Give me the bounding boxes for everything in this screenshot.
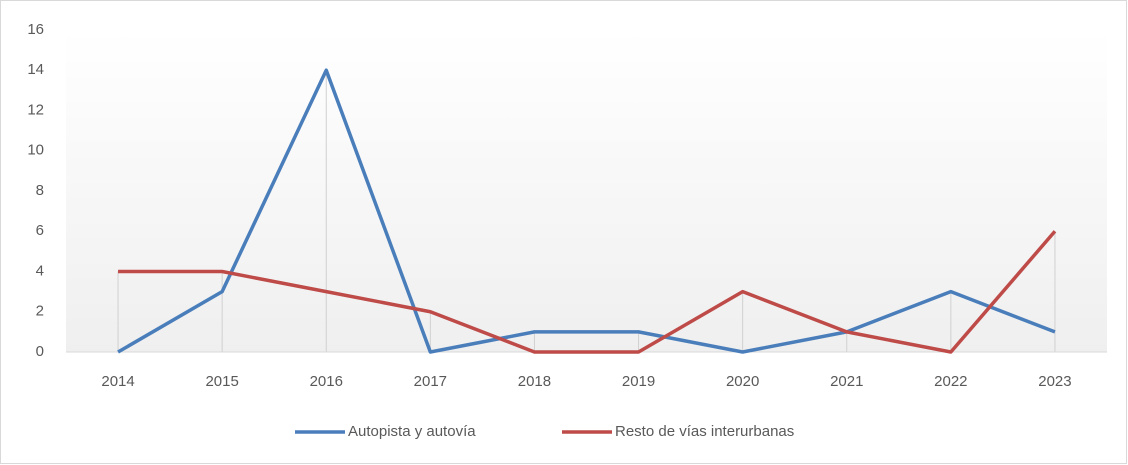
x-tick-label: 2019 <box>622 373 655 390</box>
y-tick-label: 16 <box>27 21 44 38</box>
series-line <box>117 68 1056 354</box>
y-tick-label: 0 <box>36 343 44 360</box>
x-tick-label: 2022 <box>934 373 967 390</box>
x-tick-label: 2021 <box>830 373 863 390</box>
x-tick-label: 2015 <box>205 373 238 390</box>
y-tick-label: 6 <box>36 222 44 239</box>
x-tick-label: 2020 <box>726 373 759 390</box>
x-tick-label: 2018 <box>518 373 551 390</box>
y-tick-label: 10 <box>27 142 44 159</box>
legend-label: Autopista y autovía <box>348 423 476 440</box>
x-tick-label: 2014 <box>101 373 134 390</box>
y-tick-label: 14 <box>27 61 44 78</box>
x-tick-label: 2016 <box>310 373 343 390</box>
x-tick-label: 2017 <box>414 373 447 390</box>
series-line <box>118 230 1057 354</box>
legend-label: Resto de vías interurbanas <box>615 423 794 440</box>
y-tick-label: 12 <box>27 101 44 118</box>
y-tick-label: 2 <box>36 303 44 320</box>
y-tick-label: 8 <box>36 182 44 199</box>
x-tick-label: 2023 <box>1038 373 1071 390</box>
y-tick-label: 4 <box>36 262 44 279</box>
